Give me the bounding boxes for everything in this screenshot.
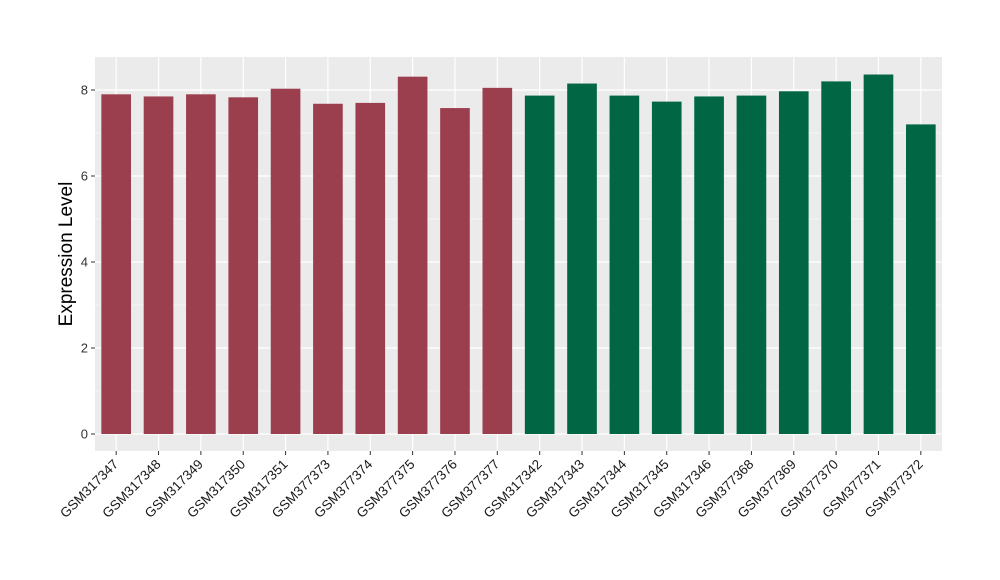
bar-GSM317342 bbox=[524, 95, 555, 434]
bar-GSM317345 bbox=[651, 101, 682, 435]
x-axis: GSM317347GSM317348GSM317349GSM317350GSM3… bbox=[57, 451, 926, 521]
y-tick-label: 2 bbox=[81, 341, 88, 356]
bar-GSM377371 bbox=[863, 74, 894, 435]
bar-GSM377369 bbox=[778, 91, 809, 434]
bar-GSM377373 bbox=[313, 103, 343, 434]
bar-GSM377376 bbox=[440, 108, 470, 434]
bar-GSM377368 bbox=[736, 95, 767, 434]
bar-GSM377377 bbox=[482, 87, 513, 434]
bar-GSM377375 bbox=[397, 76, 428, 435]
bar-GSM317348 bbox=[143, 96, 174, 434]
y-tick-label: 0 bbox=[81, 427, 88, 442]
bar-GSM377374 bbox=[355, 102, 386, 435]
bar-GSM317351 bbox=[270, 88, 301, 435]
y-tick-label: 4 bbox=[81, 255, 88, 270]
y-axis: 0 2 4 6 8 bbox=[81, 83, 95, 442]
y-axis-title: Expression Level bbox=[56, 182, 77, 327]
bar-GSM377370 bbox=[821, 81, 851, 435]
bar-GSM317344 bbox=[609, 95, 640, 434]
bar-GSM317343 bbox=[567, 83, 597, 435]
bars bbox=[101, 74, 936, 435]
y-tick-label: 6 bbox=[81, 169, 88, 184]
bar-GSM317349 bbox=[186, 94, 216, 435]
bar-GSM317350 bbox=[228, 97, 259, 434]
plot-background bbox=[95, 57, 942, 451]
y-tick-label: 8 bbox=[81, 83, 88, 98]
bar-GSM317346 bbox=[694, 96, 724, 434]
bar-GSM377372 bbox=[906, 124, 936, 435]
bar-GSM317347 bbox=[101, 94, 131, 435]
